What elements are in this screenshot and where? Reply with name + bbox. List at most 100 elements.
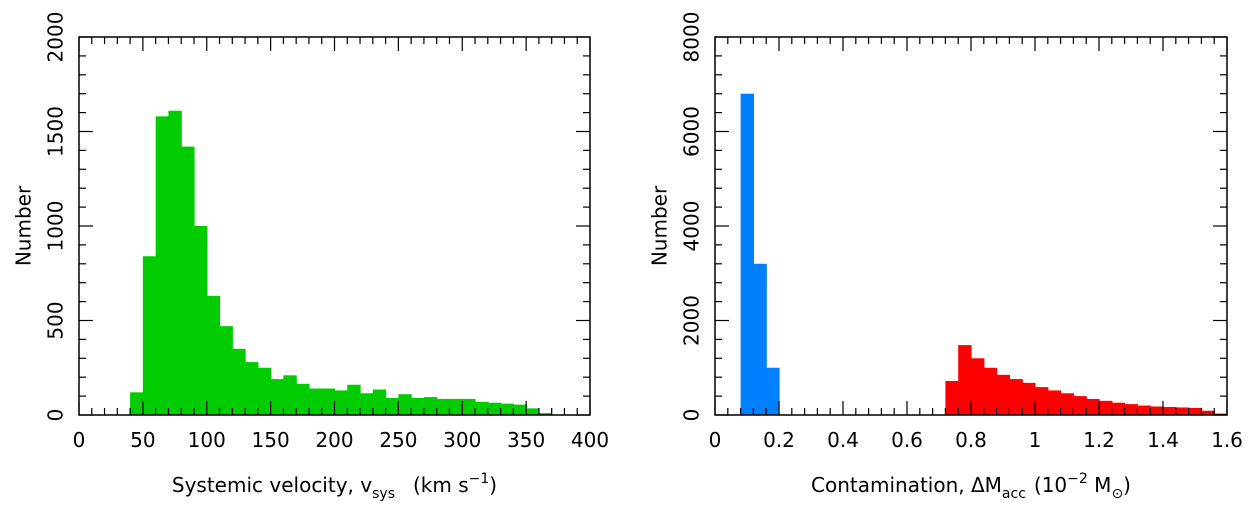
contamination-x-tick-label: 0 [709,428,722,452]
velocity-bar [538,413,553,415]
velocity-y-tick-label: 0 [44,409,68,422]
contamination-x-tick-label: 0.4 [827,428,859,452]
contamination-histogram-panel: 0 0.2 0.4 0.6 0.8 1 1.2 1.4 1.6 0 2000 4000 6000 8000… [648,12,1243,502]
contamination-bars [740,93,1228,415]
velocity-y-tick-label: 500 [44,301,68,339]
velocity-y-tick-label: 2000 [44,12,68,63]
contamination-bar [1099,400,1113,415]
contamination-y-tick-label: 2000 [680,295,704,346]
contamination-x-tick-label: 0.2 [763,428,795,452]
contamination-x-tick-label: 0.8 [955,428,987,452]
velocity-x-axis-label-sub: sys [372,486,395,502]
contamination-bar [1060,393,1074,415]
velocity-bar [462,398,476,415]
velocity-y-tick-label: 1500 [44,106,68,157]
velocity-bar [232,348,246,415]
velocity-x-axis-unit-sup: −1 [469,471,490,487]
velocity-x-axis-unit-close: ) [489,473,497,497]
velocity-bar [385,397,399,415]
velocity-bar [181,146,195,415]
contamination-bar [1137,405,1151,415]
velocity-ticks: 0 50 100 150 200 250 300 350 400 0 500 1000 1500 2000 [44,12,610,452]
contamination-bar [1111,402,1126,415]
velocity-x-axis-label-main: Systemic velocity, v [172,473,372,497]
contamination-bar [945,380,959,415]
contamination-x-axis-unit-mid: M [1088,473,1112,497]
velocity-x-tick-label: 100 [188,428,226,452]
contamination-x-tick-label: 1.2 [1083,428,1115,452]
velocity-x-tick-label: 200 [315,428,353,452]
velocity-x-tick-label: 50 [130,428,155,452]
velocity-bar [423,397,438,415]
contamination-bar [753,263,767,415]
contamination-bar [766,367,780,415]
contamination-bar [1009,379,1023,415]
velocity-bar [245,362,259,415]
velocity-x-tick-label: 400 [571,428,609,452]
velocity-x-tick-label: 300 [443,428,481,452]
contamination-bar [1073,396,1087,415]
velocity-bar [270,379,284,415]
contamination-x-axis-unit: (10 [1034,473,1067,497]
contamination-bar [996,374,1010,415]
velocity-bar [360,393,374,415]
contamination-x-axis-unit-close: ) [1123,473,1131,497]
contamination-y-axis-label: Number [648,185,672,266]
velocity-bar [334,390,348,415]
velocity-histogram-panel: 0 50 100 150 200 250 300 350 400 0 500 1000 1500 2000… [12,12,610,502]
velocity-bar [193,226,208,415]
contamination-bar [1035,387,1049,415]
velocity-bar [296,383,310,415]
contamination-bar [983,367,998,415]
velocity-bar [168,110,182,416]
contamination-x-axis-unit-sup: −2 [1067,471,1088,487]
contamination-x-axis-label-main: Contamination, ΔM [811,473,1002,497]
contamination-x-axis-unit-sub: ⊙ [1111,486,1123,502]
velocity-bar [257,367,272,415]
contamination-bar [971,358,985,415]
velocity-bar [436,398,451,415]
contamination-y-tick-label: 8000 [680,12,704,63]
velocity-bar [372,389,387,415]
velocity-x-axis-unit: (km s [413,473,469,497]
velocity-bar [411,397,425,415]
contamination-bar [1124,404,1138,415]
velocity-y-tick-label: 1000 [44,201,68,252]
velocity-bar [219,326,233,415]
contamination-bar [1163,406,1177,415]
contamination-ticks: 0 0.2 0.4 0.6 0.8 1 1.2 1.4 1.6 0 2000 4000 6000 8000 [680,12,1243,452]
contamination-bar [1188,407,1202,415]
contamination-bar [1150,406,1164,415]
contamination-y-tick-label: 4000 [680,201,704,252]
velocity-x-axis-label: Systemic velocity, vsys (km s−1) [172,471,497,502]
velocity-bar [475,401,489,415]
contamination-bar [1047,390,1062,415]
velocity-bar [347,384,361,415]
contamination-x-tick-label: 0.6 [891,428,923,452]
contamination-x-tick-label: 1.4 [1147,428,1179,452]
velocity-bar [487,402,502,415]
contamination-bar [1175,407,1190,415]
velocity-bar [283,375,297,415]
velocity-bar [155,116,170,415]
velocity-bar [130,392,144,415]
contamination-y-tick-label: 0 [680,409,704,422]
contamination-x-tick-label: 1 [1029,428,1042,452]
contamination-x-axis-label-sub: acc [1002,486,1026,502]
contamination-x-axis-label: Contamination, ΔMacc (10−2 M⊙) [811,471,1131,502]
velocity-x-tick-label: 150 [252,428,290,452]
velocity-bar [449,398,463,415]
velocity-bars [130,110,553,416]
velocity-bar [526,408,540,415]
velocity-bar [398,394,412,415]
velocity-bar [513,404,527,415]
velocity-x-tick-label: 0 [73,428,86,452]
velocity-bar [142,256,157,415]
contamination-bar [1022,382,1036,415]
velocity-bar [500,403,514,415]
contamination-x-tick-label: 1.6 [1211,428,1243,452]
velocity-bar [206,295,221,415]
velocity-x-tick-label: 250 [379,428,417,452]
contamination-bar [1201,410,1215,415]
